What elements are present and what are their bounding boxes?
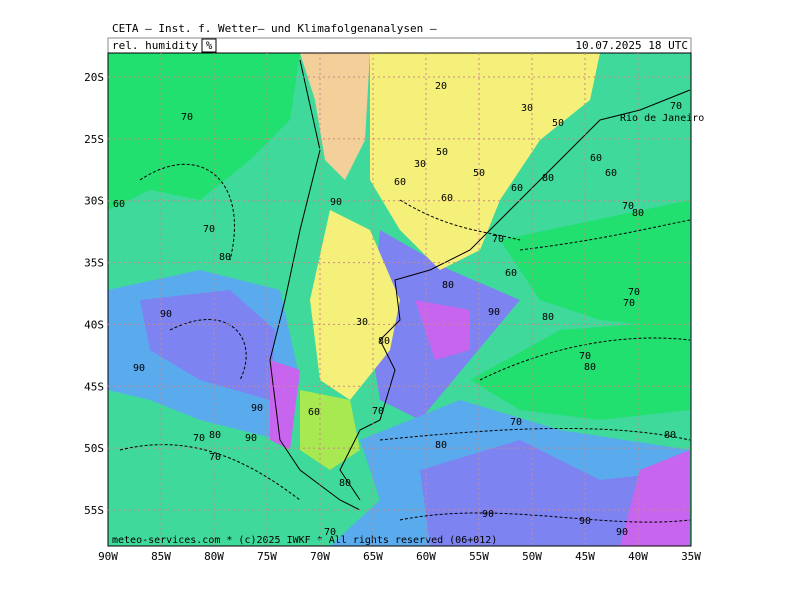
- area-green: [470, 320, 690, 420]
- contour-label: 70: [193, 433, 205, 444]
- contour-label: 90: [330, 197, 342, 208]
- area-orange: [300, 53, 370, 180]
- contour-label: 80: [632, 208, 644, 219]
- lat-label: 40S: [84, 318, 104, 331]
- unit-box: [201, 38, 217, 53]
- contour-label: 30: [521, 103, 533, 114]
- contour-label: 90: [251, 403, 263, 414]
- contour-label: 90: [482, 509, 494, 520]
- contour-label: 80: [442, 280, 454, 291]
- valid-time: 10.07.2025 18 UTC: [575, 39, 688, 52]
- area-green: [500, 200, 690, 330]
- unit: %: [206, 39, 213, 52]
- contour-label: 60: [308, 407, 320, 418]
- title: CETA — Inst. f. Wetter— und Klimafolgena…: [112, 22, 437, 35]
- area-yellow: [310, 210, 400, 400]
- contour-label: 80: [209, 430, 221, 441]
- lat-label: 55S: [84, 504, 104, 517]
- contour-label: 70: [510, 417, 522, 428]
- lon-label: 90W: [98, 550, 118, 563]
- coastline: [269, 59, 691, 511]
- contour-label: 30: [414, 159, 426, 170]
- area-magenta: [620, 450, 690, 546]
- contour-label: 90: [160, 309, 172, 320]
- contour-label: 80: [664, 430, 676, 441]
- contour-label: 70: [579, 351, 591, 362]
- contour-label: 20: [435, 81, 447, 92]
- lon-label: 35W: [681, 550, 701, 563]
- contour-label: 90: [616, 527, 628, 538]
- lat-label: 30S: [84, 195, 104, 208]
- contour-label: 60: [590, 153, 602, 164]
- contour-label: 60: [505, 268, 517, 279]
- contour-label: 70: [623, 298, 635, 309]
- contour-label: 90: [579, 516, 591, 527]
- contour-label: 70: [181, 112, 193, 123]
- lon-label: 50W: [522, 550, 542, 563]
- contour-label: 70: [670, 101, 682, 112]
- area-purple: [140, 290, 275, 400]
- lon-label: 80W: [204, 550, 224, 563]
- lon-label: 40W: [628, 550, 648, 563]
- contour-label: 80: [378, 336, 390, 347]
- lon-label: 60W: [416, 550, 436, 563]
- contour-label: 70: [492, 234, 504, 245]
- lon-label: 85W: [151, 550, 171, 563]
- area-magenta: [270, 360, 300, 450]
- lon-label: 75W: [257, 550, 277, 563]
- lat-label: 50S: [84, 442, 104, 455]
- area-yellow: [370, 53, 600, 270]
- contour-label: 50: [552, 118, 564, 129]
- contour-label: 50: [436, 147, 448, 158]
- contour-label: 80: [219, 252, 231, 263]
- variable: rel. humidity: [112, 39, 198, 52]
- lat-label: 20S: [84, 71, 104, 84]
- contour-label: 90: [133, 363, 145, 374]
- contour-label: 80: [435, 440, 447, 451]
- contour-label: 70: [203, 224, 215, 235]
- lon-label: 70W: [310, 550, 330, 563]
- footer: meteo-services.com * (c)2025 IWKF * All …: [112, 535, 497, 546]
- contour-label: 70: [372, 406, 384, 417]
- area-purple: [420, 440, 690, 546]
- contour-label: 60: [441, 193, 453, 204]
- contour-label: 60: [113, 199, 125, 210]
- contour-label: 90: [488, 307, 500, 318]
- contour-label: 80: [339, 478, 351, 489]
- contour-label: 60: [511, 183, 523, 194]
- lon-label: 45W: [575, 550, 595, 563]
- contour-label: 60: [605, 168, 617, 179]
- field: [108, 53, 691, 546]
- map-frame: [107, 52, 692, 547]
- lon-label: 65W: [363, 550, 383, 563]
- place-label: Rio de Janeiro: [620, 113, 704, 124]
- lat-label: 25S: [84, 133, 104, 146]
- area-green: [108, 53, 300, 210]
- lon-label: 55W: [469, 550, 489, 563]
- contour-label: 70: [622, 201, 634, 212]
- contour-label: 90: [245, 433, 257, 444]
- area-lightgreen: [300, 390, 360, 470]
- lat-label: 35S: [84, 257, 104, 270]
- contour-label: 80: [542, 173, 554, 184]
- contour-label: 70: [628, 287, 640, 298]
- contour: [119, 163, 691, 523]
- lat-label: 45S: [84, 380, 104, 393]
- contour-label: 70: [324, 527, 336, 538]
- contour-label: 70: [209, 452, 221, 463]
- contour-label: 50: [473, 168, 485, 179]
- contour-label: 60: [394, 177, 406, 188]
- contour-label: 80: [584, 362, 596, 373]
- contour-label: 80: [542, 312, 554, 323]
- area-magenta: [415, 300, 470, 360]
- contour-label: 30: [356, 317, 368, 328]
